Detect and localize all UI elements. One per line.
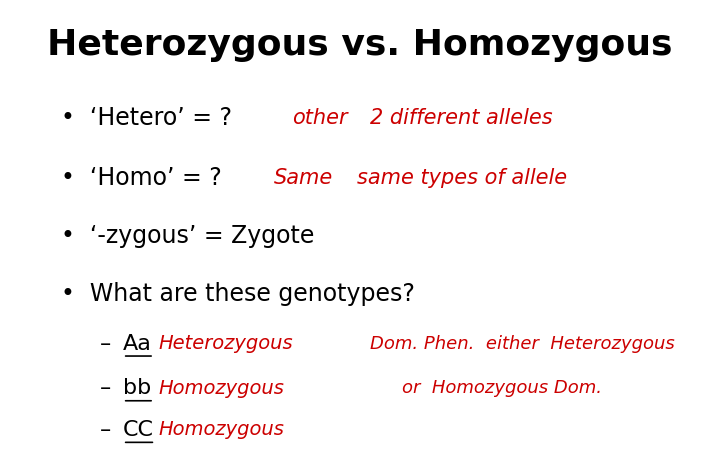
Text: Aa: Aa [123,333,152,354]
Text: Homozygous: Homozygous [158,379,284,398]
Text: 2 different alleles: 2 different alleles [369,108,552,128]
Text: •  ‘-zygous’ = Zygote: • ‘-zygous’ = Zygote [61,224,315,248]
Text: –: – [100,378,112,398]
Text: Heterozygous: Heterozygous [158,334,293,353]
Text: Heterozygous vs. Homozygous: Heterozygous vs. Homozygous [47,28,672,62]
Text: •  What are these genotypes?: • What are these genotypes? [61,282,415,306]
Text: bb: bb [123,378,151,398]
Text: other: other [292,108,347,128]
Text: Homozygous: Homozygous [158,420,284,439]
Text: or  Homozygous Dom.: or Homozygous Dom. [402,379,602,397]
Text: –: – [100,420,112,440]
Text: •  ‘Hetero’ = ?: • ‘Hetero’ = ? [61,106,240,130]
Text: Dom. Phen.  either  Heterozygous: Dom. Phen. either Heterozygous [369,334,675,352]
Text: Same: Same [274,168,333,188]
Text: CC: CC [123,420,154,440]
Text: •  ‘Homo’ = ?: • ‘Homo’ = ? [61,166,230,190]
Text: same types of allele: same types of allele [356,168,567,188]
Text: –: – [100,333,112,354]
